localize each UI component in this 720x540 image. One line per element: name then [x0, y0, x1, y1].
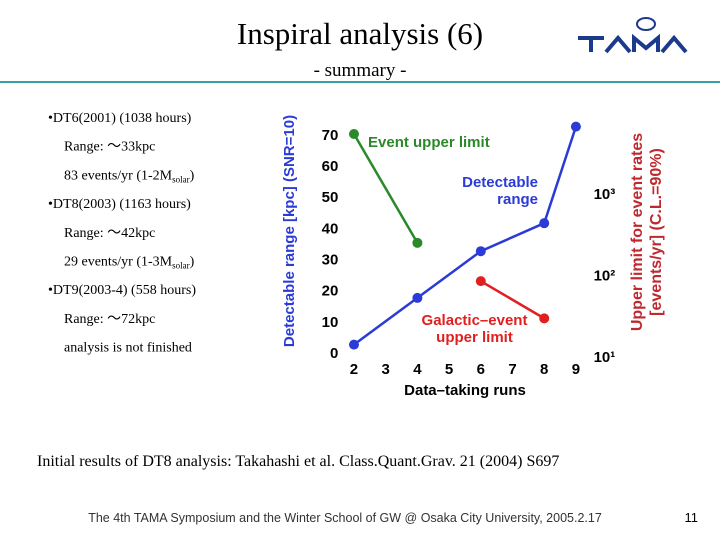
x-tick-label: 6	[477, 361, 485, 378]
bullet-text: Range: ～42kpc	[64, 226, 155, 241]
bullet-text: •DT9(2003-4) (558 hours)	[48, 283, 196, 298]
bullet: Range: ～72kpc	[64, 312, 155, 327]
data-point	[348, 128, 359, 139]
y2-tick-label: 10¹	[594, 349, 616, 366]
bullet-text: •DT6(2001) (1038 hours)	[48, 111, 192, 126]
y-tick-label: 40	[322, 220, 339, 237]
bullet-text: 83 events/yr (1-2M	[64, 168, 173, 183]
data-point	[570, 121, 581, 132]
x-tick-label: 8	[540, 361, 548, 378]
bullet: analysis is not finished	[64, 341, 192, 356]
x-tick-label: 4	[413, 361, 422, 378]
y-tick-label: 60	[322, 158, 339, 175]
y2-tick-label: 10²	[594, 268, 616, 285]
series-line	[480, 280, 545, 320]
bullet-text: Range: ～72kpc	[64, 312, 155, 327]
series-label-box: Detectable range	[462, 174, 538, 208]
series-label: Detectable range	[462, 174, 538, 208]
data-point	[348, 339, 359, 350]
reference: Initial results of DT8 analysis: Takahas…	[37, 453, 559, 470]
subtitle: - summary -	[314, 60, 407, 81]
bullet-text: •DT8(2003) (1163 hours)	[48, 197, 191, 212]
x-tick-label: 2	[350, 361, 358, 378]
data-point	[539, 218, 550, 229]
y-tick-label: 0	[330, 345, 338, 362]
y-tick-label: 30	[322, 252, 339, 269]
data-point	[475, 276, 486, 287]
footer: The 4th TAMA Symposium and the Winter Sc…	[88, 511, 602, 525]
y-tick-label: 10	[322, 314, 339, 331]
y2-axis-label-box: Upper limit for event rates [events/yr] …	[629, 132, 665, 332]
x-tick-label: 3	[382, 361, 390, 378]
y-tick-label: 70	[322, 127, 339, 144]
bullet-subscript: solar	[172, 174, 190, 184]
y-axis-label: Detectable range [kpc] (SNR=10)	[281, 115, 298, 347]
x-axis-label: Data–taking runs	[404, 382, 526, 399]
bullet-tail: )	[190, 168, 195, 183]
bullet-tail: )	[190, 255, 195, 270]
series-label-box: Galactic–event upper limit	[421, 312, 528, 346]
y2-tick-label: 10³	[594, 186, 616, 203]
data-point	[412, 237, 423, 248]
y-tick-label: 50	[322, 189, 339, 206]
data-point	[412, 292, 423, 303]
bullet: •DT6(2001) (1038 hours)	[48, 111, 192, 126]
series-line	[352, 133, 419, 244]
x-tick-label: 9	[572, 361, 580, 378]
bullet: Range: ～33kpc	[64, 140, 155, 155]
x-tick-label: 7	[508, 361, 516, 378]
bullet-text: Range: ～33kpc	[64, 140, 155, 155]
series-label: Galactic–event upper limit	[421, 312, 528, 346]
bullet: •DT8(2003) (1163 hours)	[48, 197, 191, 212]
bullet: •DT9(2003-4) (558 hours)	[48, 283, 196, 298]
y2-axis-label: Upper limit for event rates [events/yr] …	[629, 132, 665, 332]
series-label-box: Event upper limit	[368, 134, 490, 151]
x-tick-label: 5	[445, 361, 453, 378]
bullet: 29 events/yr (1-3Msolar)	[64, 255, 195, 271]
title: Inspiral analysis (6)	[237, 16, 483, 51]
page-number: 11	[685, 510, 699, 525]
bullet: 83 events/yr (1-2Msolar)	[64, 168, 195, 184]
data-point	[475, 246, 486, 257]
bullet-text: analysis is not finished	[64, 341, 192, 356]
data-point	[539, 313, 550, 324]
bullet-text: 29 events/yr (1-3M	[64, 255, 173, 270]
series-label: Event upper limit	[368, 134, 490, 151]
y-tick-label: 20	[322, 283, 339, 300]
bullet: Range: ～42kpc	[64, 226, 155, 241]
logo	[578, 17, 688, 54]
bullet-subscript: solar	[172, 261, 190, 271]
